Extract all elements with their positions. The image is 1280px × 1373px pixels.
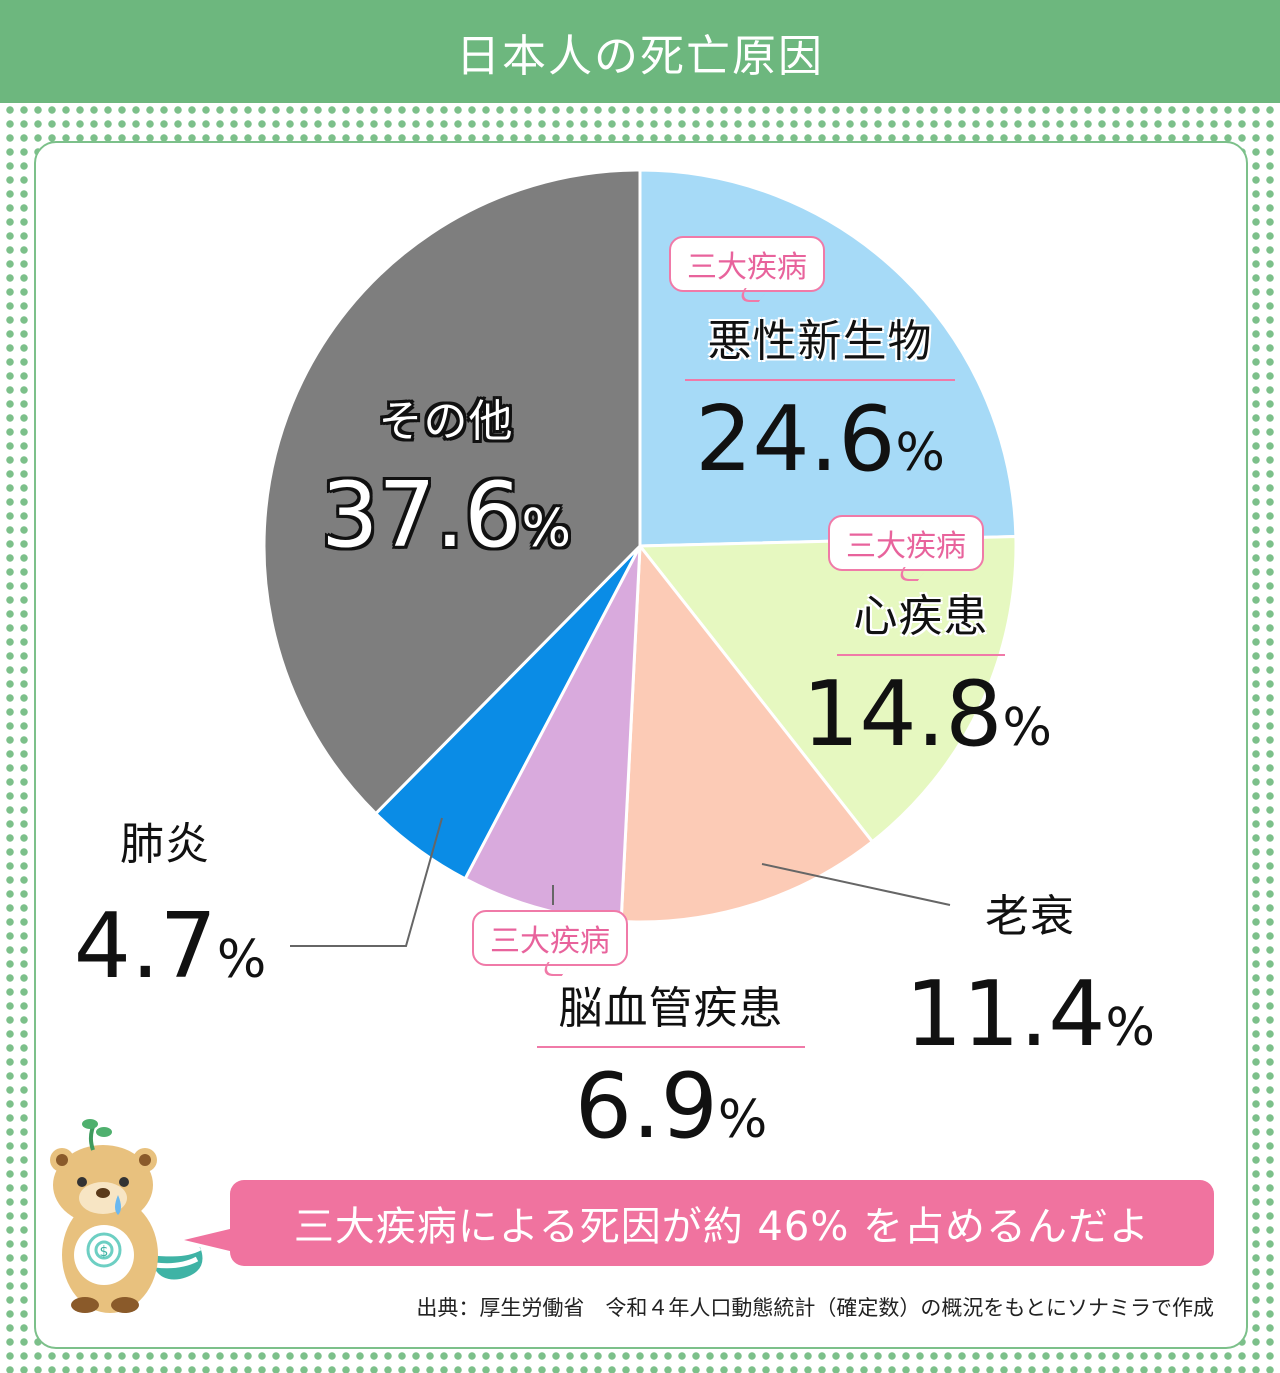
leader-line-pneumonia: [290, 817, 443, 947]
label-senility-name: 老衰: [985, 891, 1075, 942]
speech-bubble-tail: [184, 1228, 234, 1252]
speech-text: 三大疾病による死因が約 46% を占めるんだよ: [293, 1204, 1151, 1250]
leader-line-senility: [761, 863, 951, 906]
tag-malignant: 三大疾病: [669, 236, 825, 292]
mascot-badge: $: [100, 1244, 109, 1260]
speech-bubble: 三大疾病による死因が約 46% を占めるんだよ: [230, 1180, 1214, 1266]
label-malignant: 悪性新生物 24.6%: [685, 305, 955, 485]
label-other: その他 37.6%: [316, 385, 576, 561]
label-pneumonia: 肺炎 4.7%: [50, 808, 290, 992]
source-note: 出典：厚生労働省 令和４年人口動態統計（確定数）の概況をもとにソナミラで作成: [416, 1296, 1214, 1320]
label-other-unit: %: [521, 499, 571, 559]
chart-title: 日本人の死亡原因: [456, 30, 824, 82]
pie-slice-heart: [636, 535, 1018, 844]
label-other-value: 37.6: [321, 463, 522, 568]
pie-slice-other: [262, 168, 642, 816]
label-senility-unit: %: [1105, 998, 1155, 1058]
tag-cerebrovascular: 三大疾病: [472, 910, 628, 966]
tag-heart: 三大疾病: [828, 515, 984, 571]
chart-title-bar: 日本人の死亡原因: [0, 0, 1280, 103]
label-cerebrovascular-value: 6.9: [574, 1054, 718, 1159]
label-pneumonia-unit: %: [216, 930, 267, 990]
label-malignant-unit: %: [895, 423, 945, 483]
label-heart-name: 心疾患: [837, 580, 1005, 656]
label-cerebrovascular-name: 脳血管疾患: [537, 972, 805, 1048]
label-pneumonia-name: 肺炎: [120, 819, 210, 870]
label-heart: 心疾患 14.8%: [802, 580, 1052, 760]
label-heart-unit: %: [1002, 698, 1052, 758]
label-heart-value: 14.8: [802, 662, 1003, 767]
otter-mascot-icon: $: [50, 1119, 203, 1313]
label-malignant-value: 24.6: [695, 387, 896, 492]
pie-slice-senility: [619, 541, 875, 924]
label-other-name: その他: [378, 396, 514, 447]
label-pneumonia-value: 4.7: [73, 894, 217, 999]
label-cerebrovascular: 脳血管疾患 6.9%: [537, 972, 805, 1152]
label-cerebrovascular-unit: %: [717, 1090, 768, 1150]
label-malignant-name: 悪性新生物: [685, 305, 955, 381]
label-senility: 老衰 11.4%: [900, 880, 1160, 1060]
label-senility-value: 11.4: [905, 962, 1106, 1067]
